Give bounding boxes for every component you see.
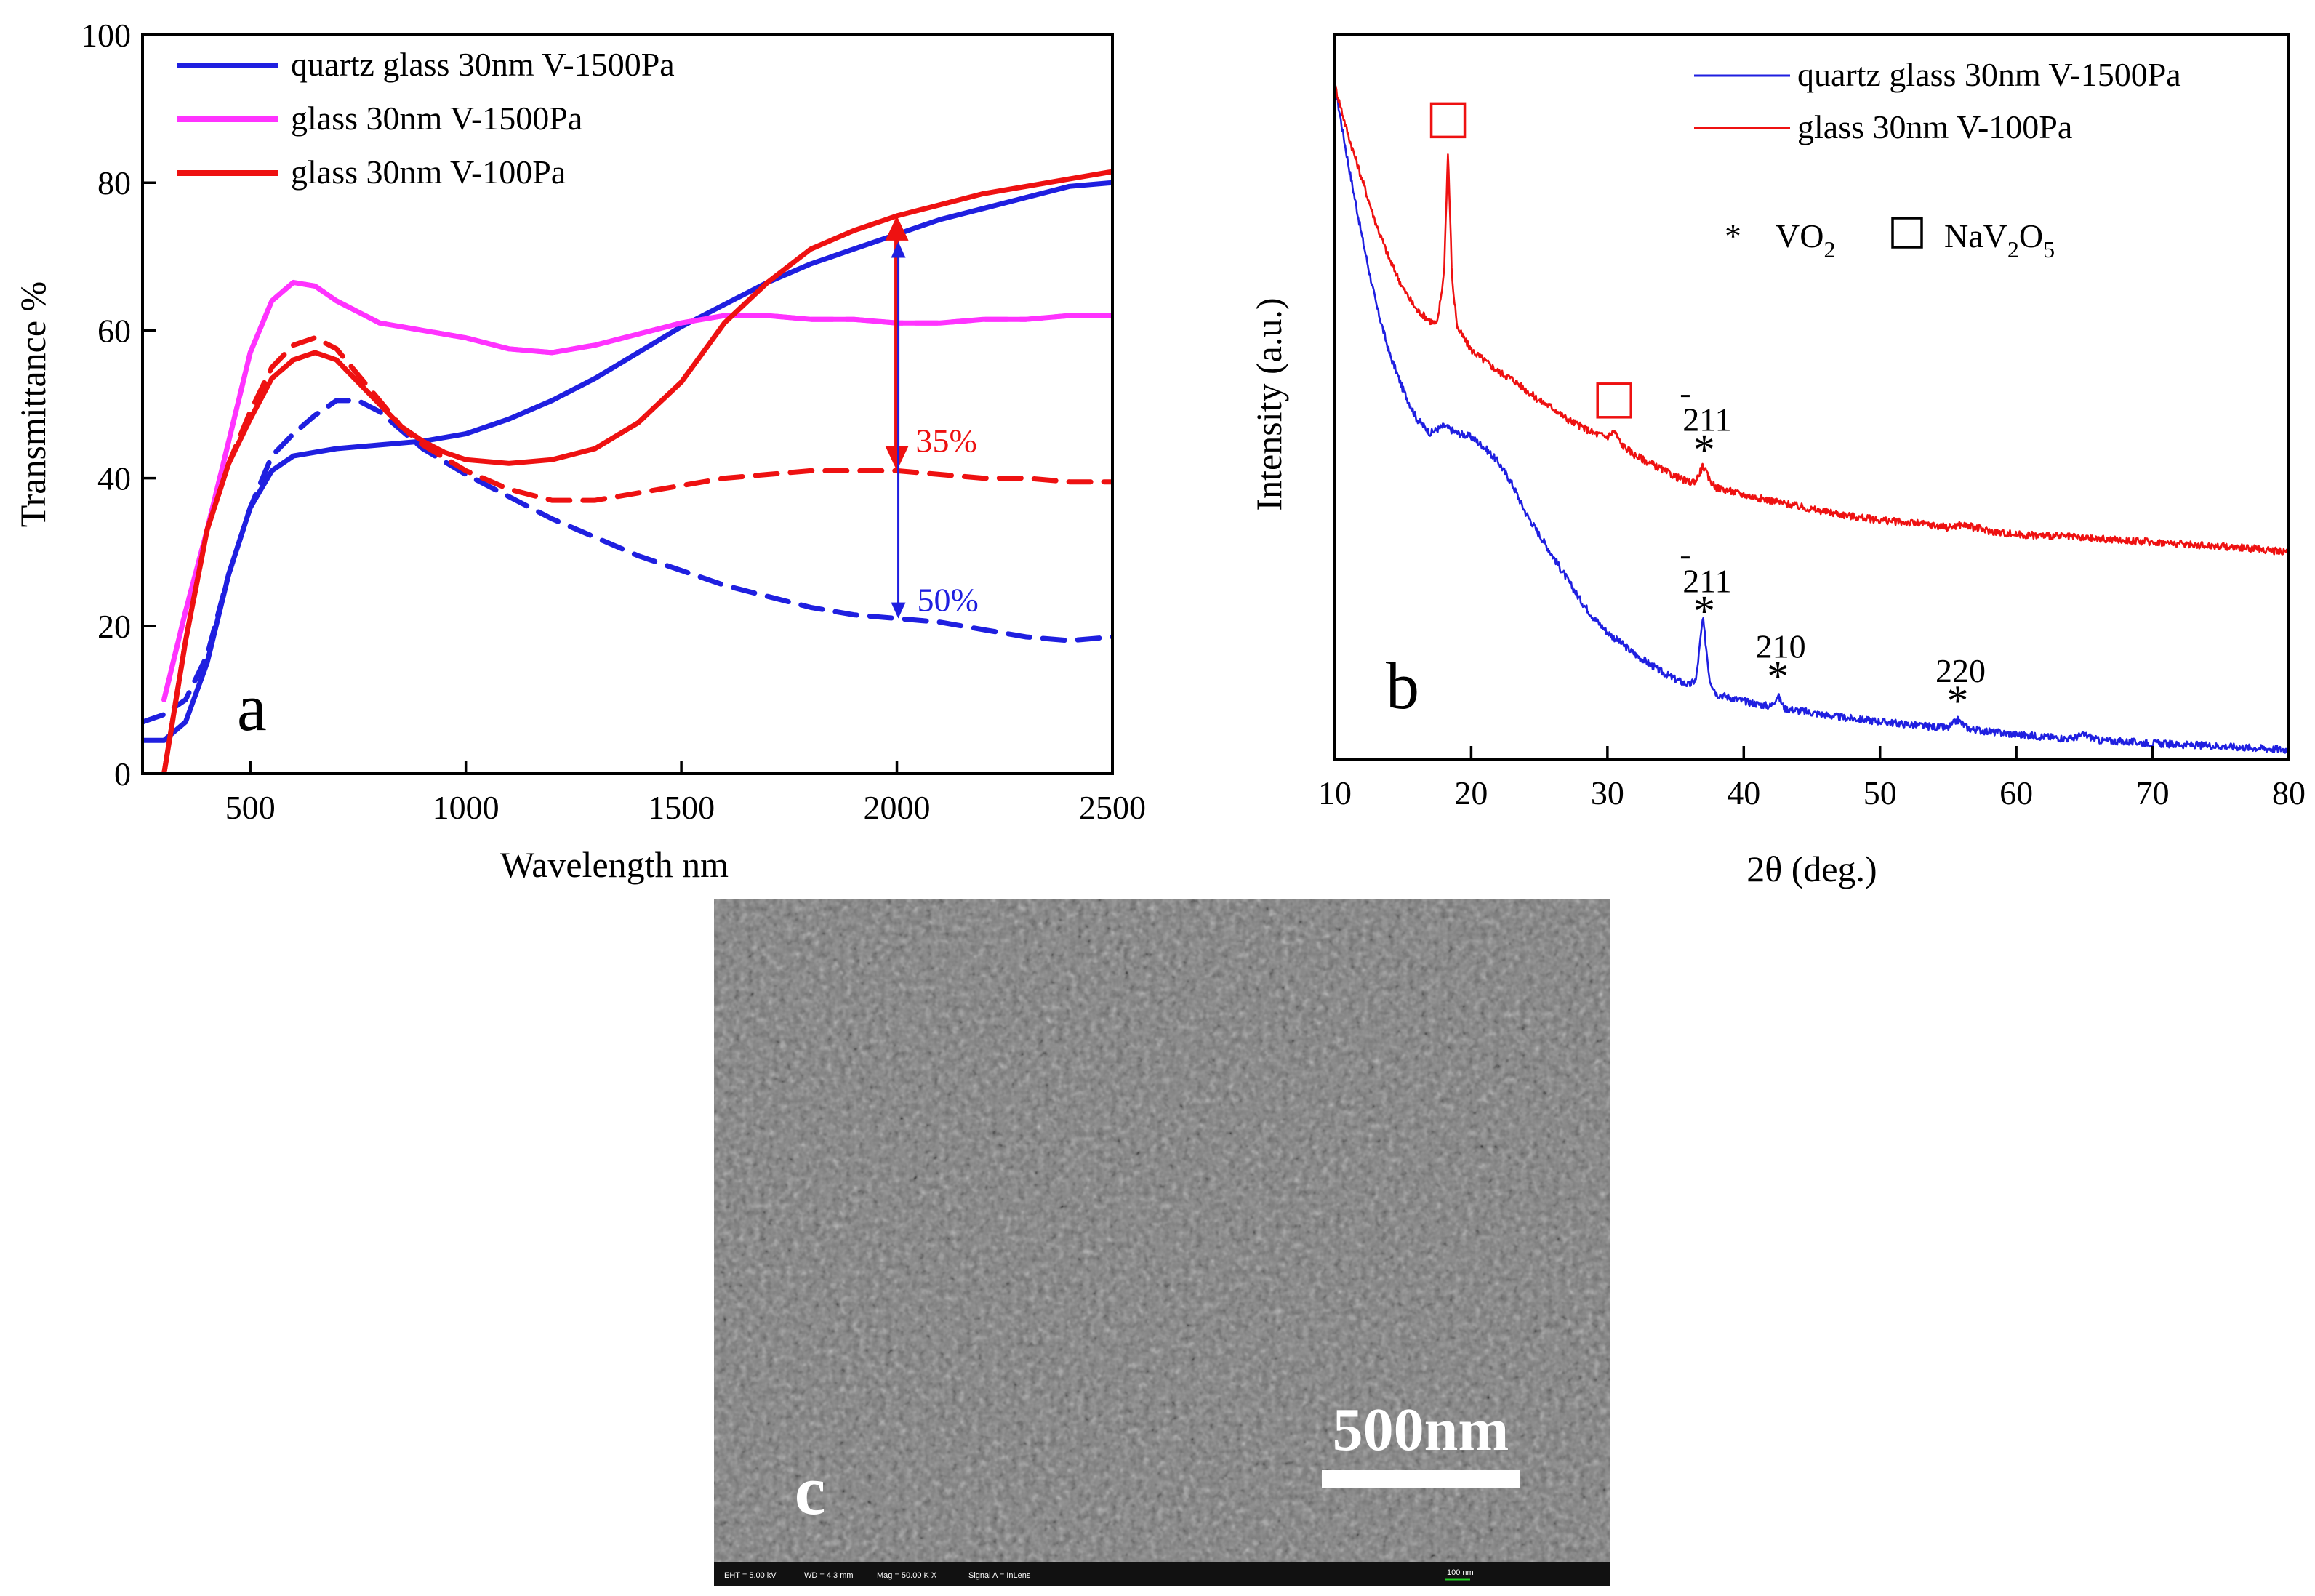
sem-info-signal: Signal A = InLens bbox=[968, 1571, 1031, 1580]
peak-miller-index: 211 bbox=[1682, 563, 1731, 600]
phase-legend-square-symbol bbox=[1891, 217, 1923, 249]
panel-b-series bbox=[1335, 82, 2289, 754]
panel-b-x-tick-label: 50 bbox=[1863, 774, 1897, 811]
panel-a-series-4-line bbox=[161, 169, 1112, 774]
scale-bar-label: 500nm bbox=[1333, 1396, 1509, 1464]
scale-bar bbox=[1322, 1470, 1520, 1488]
panel-a-x-tick-label: 2000 bbox=[864, 789, 931, 826]
panel-b-x-axis-label: 2θ (deg.) bbox=[1746, 849, 1877, 889]
peak-miller-index: 211 bbox=[1682, 401, 1731, 438]
nav2o5-square-marker bbox=[1429, 102, 1467, 139]
panel-b-x-tick-label: 10 bbox=[1318, 774, 1352, 811]
annotation-arrowhead-top bbox=[885, 215, 909, 241]
panel-a-frame bbox=[141, 33, 1114, 775]
peak-miller-index: 210 bbox=[1756, 627, 1806, 665]
annotation-label: 50% bbox=[918, 582, 979, 619]
panel-a-y-tick-label: 80 bbox=[97, 164, 131, 201]
panel-b-letter: b bbox=[1386, 649, 1419, 723]
panel-a-y-tick-label: 0 bbox=[114, 755, 131, 793]
panel-b-frame bbox=[1333, 33, 2290, 761]
panel-b-legend: quartz glass 30nm V-1500Pa glass 30nm V-1… bbox=[1694, 56, 2181, 145]
panel-b-legend-entry: quartz glass 30nm V-1500Pa bbox=[1797, 56, 2181, 93]
panel-a-series-0-line bbox=[143, 180, 1112, 743]
panel-b-series-1-line bbox=[1335, 84, 2289, 556]
nav2o5-square-marker bbox=[1596, 382, 1632, 419]
panel-a-x-tick-label: 500 bbox=[225, 789, 276, 826]
panel-a-series-3-line bbox=[161, 279, 1112, 702]
panel-a-letter: a bbox=[237, 670, 267, 745]
peak-miller-index: 220 bbox=[1935, 652, 1986, 689]
panel-a-x-tick-label: 2500 bbox=[1079, 789, 1146, 826]
panel-a-x-tick-label: 1500 bbox=[648, 789, 715, 826]
panel-a-ticks: 500 1000 1500 2000 2500 0 20 40 60 80 100 bbox=[81, 17, 1146, 826]
panel-a-legend-entry: quartz glass 30nm V-1500Pa bbox=[291, 46, 675, 83]
panel-b-x-tick-label: 30 bbox=[1591, 774, 1624, 811]
annotation-arrowhead-bottom bbox=[885, 446, 909, 471]
panel-a-x-axis-label: Wavelength nm bbox=[500, 844, 729, 885]
sem-info-eht: EHT = 5.00 kV bbox=[724, 1571, 777, 1580]
phase-legend-nav2o5: NaV2O5 bbox=[1944, 217, 2055, 262]
panel-b-x-tick-label: 20 bbox=[1454, 774, 1488, 811]
panel-a-y-tick-label: 60 bbox=[97, 312, 131, 349]
panel-a-legend-entry: glass 30nm V-1500Pa bbox=[291, 100, 582, 137]
panel-a-chart: 500 1000 1500 2000 2500 0 20 40 60 80 100 35% 50% q… bbox=[12, 17, 1146, 885]
panel-a-y-tick-label: 100 bbox=[81, 17, 131, 54]
peak-star-marker: * bbox=[1947, 677, 1969, 725]
panel-b-chart: 10 20 30 40 50 60 70 80 *211*211*210*220 quartz… bbox=[1248, 33, 2306, 889]
sem-info-bar bbox=[714, 1562, 1610, 1586]
panel-a-legend-entry: glass 30nm V-100Pa bbox=[291, 153, 566, 191]
panel-a-y-tick-label: 20 bbox=[97, 608, 131, 645]
panel-a-series-5-line bbox=[161, 335, 1112, 774]
sem-info-scale: 100 nm bbox=[1447, 1568, 1474, 1577]
annotation-arrowhead-top bbox=[891, 241, 906, 258]
panel-a-series-1-line bbox=[143, 398, 1112, 725]
panel-a-y-tick-label: 40 bbox=[97, 460, 131, 497]
panel-a-y-axis-label: Transmittance % bbox=[12, 281, 53, 527]
panel-b-legend-entry: glass 30nm V-100Pa bbox=[1797, 108, 2072, 145]
peak-star-marker: * bbox=[1767, 652, 1789, 700]
panel-a-legend: quartz glass 30nm V-1500Pa glass 30nm V-1… bbox=[177, 46, 675, 191]
sem-info-wd: WD = 4.3 mm bbox=[804, 1571, 854, 1580]
phase-legend-vo2: VO2 bbox=[1776, 217, 1835, 262]
peak-star-marker: * bbox=[1693, 426, 1715, 474]
panel-c-sem-image: EHT = 5.00 kV WD = 4.3 mm Mag = 50.00 K … bbox=[714, 899, 1610, 1586]
panel-a-annotations: 35% 50% bbox=[885, 215, 979, 619]
panel-b-x-tick-label: 40 bbox=[1727, 774, 1760, 811]
panel-b-x-tick-label: 70 bbox=[2136, 774, 2170, 811]
panel-b-x-tick-label: 60 bbox=[1999, 774, 2033, 811]
panel-a-series bbox=[143, 169, 1112, 774]
annotation-arrowhead-bottom bbox=[891, 602, 906, 619]
panel-b-ticks: 10 20 30 40 50 60 70 80 bbox=[1318, 746, 2306, 811]
panel-c-letter: c bbox=[795, 1451, 826, 1529]
panel-b-series-0-line bbox=[1335, 82, 2289, 754]
panel-b-y-axis-label: Intensity (a.u.) bbox=[1248, 298, 1289, 511]
panel-a-x-tick-label: 1000 bbox=[433, 789, 499, 826]
panel-b-x-tick-label: 80 bbox=[2272, 774, 2306, 811]
peak-star-marker: * bbox=[1693, 588, 1715, 635]
sem-info-mag: Mag = 50.00 K X bbox=[877, 1571, 937, 1580]
annotation-label: 35% bbox=[916, 422, 977, 459]
phase-legend-star-symbol: * bbox=[1725, 217, 1741, 254]
panel-b-phase-legend: * VO2 NaV2O5 bbox=[1725, 217, 2055, 262]
panel-b-peak-labels: *211*211*210*220 bbox=[1429, 102, 1986, 725]
